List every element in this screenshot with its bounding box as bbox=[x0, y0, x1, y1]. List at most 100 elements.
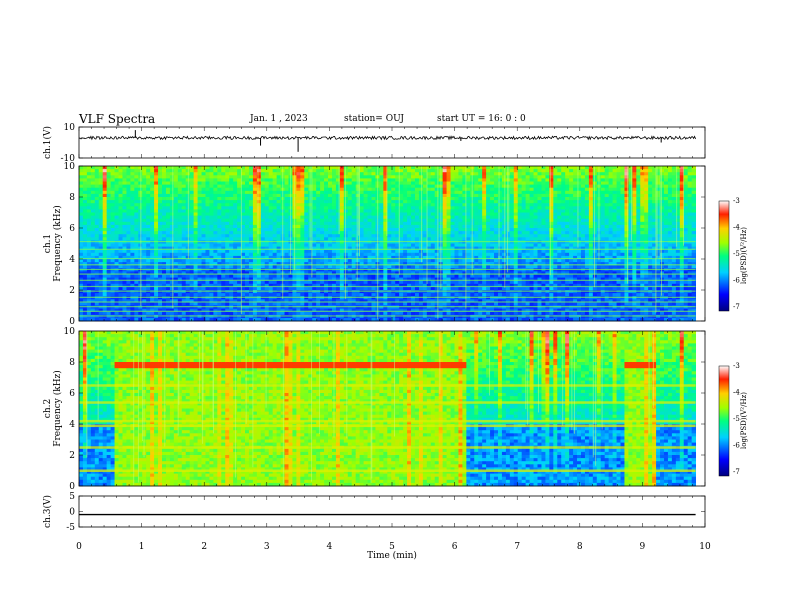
spectral-line bbox=[79, 384, 696, 387]
y-tick-label: 10 bbox=[64, 123, 76, 133]
impulse-streak bbox=[648, 331, 650, 435]
spectral-line bbox=[79, 401, 696, 404]
y-axis-label: ch.2 bbox=[43, 399, 53, 418]
colorbar-tick-label: -3 bbox=[733, 362, 740, 370]
start-time-label: start UT = 16: 0 : 0 bbox=[437, 114, 526, 124]
spectral-line bbox=[79, 273, 696, 275]
impulse-streak bbox=[594, 166, 596, 288]
spectral-line bbox=[79, 315, 696, 317]
colorbar-tick-label: -6 bbox=[733, 442, 740, 450]
impulse-streak bbox=[489, 331, 491, 396]
y-tick-label: 4 bbox=[69, 420, 75, 430]
y-tick-label: 10 bbox=[64, 327, 76, 337]
impulse-streak bbox=[601, 331, 603, 430]
impulse-streak bbox=[133, 331, 135, 486]
panel-frame bbox=[78, 495, 706, 528]
x-tick-label: 2 bbox=[201, 542, 207, 552]
y-tick-label: 0 bbox=[69, 482, 75, 492]
y-axis-label: Frequency (kHz) bbox=[52, 205, 63, 282]
impulse-streak bbox=[164, 331, 166, 447]
impulse-streak bbox=[398, 166, 400, 275]
spectral-line bbox=[79, 268, 696, 271]
colorbar-tick-label: -7 bbox=[733, 468, 740, 476]
impulse-streak bbox=[595, 331, 597, 466]
impulse-streak bbox=[137, 331, 139, 483]
colorbar-label: log(PSD)(V²/Hz) bbox=[740, 227, 748, 284]
impulse-streak bbox=[571, 331, 573, 431]
spectral-line bbox=[79, 240, 696, 243]
y-tick-label: 0 bbox=[69, 317, 75, 327]
x-tick-label: 3 bbox=[264, 542, 270, 552]
spectral-line bbox=[79, 310, 696, 312]
impulse-streak bbox=[577, 166, 579, 248]
colorbar-tick-label: -4 bbox=[733, 389, 740, 397]
impulse-streak bbox=[426, 166, 428, 284]
impulse-streak bbox=[507, 166, 509, 273]
impulse-streak bbox=[525, 331, 527, 410]
spectral-line bbox=[79, 258, 696, 260]
y-tick-label: 8 bbox=[69, 358, 75, 368]
impulse-streak bbox=[631, 166, 632, 241]
impulse-streak bbox=[394, 331, 395, 437]
spectral-line bbox=[79, 419, 696, 423]
impulse-streak bbox=[562, 331, 564, 426]
colorbar-label: log(PSD)(V²/Hz) bbox=[740, 392, 748, 449]
impulse-streak bbox=[213, 331, 214, 434]
colorbar bbox=[718, 200, 730, 312]
impulse-streak bbox=[143, 331, 145, 458]
impulse-streak bbox=[318, 331, 320, 435]
spectral-line bbox=[79, 296, 696, 298]
impulse-streak bbox=[235, 331, 237, 478]
impulse-streak bbox=[598, 166, 600, 261]
impulse-streak bbox=[655, 166, 657, 313]
spectral-line bbox=[79, 290, 696, 292]
impulse-streak bbox=[359, 166, 360, 257]
spectral-line bbox=[79, 424, 696, 428]
x-tick-label: 8 bbox=[577, 542, 583, 552]
impulse-streak bbox=[661, 166, 662, 296]
y-tick-label: 5 bbox=[69, 492, 75, 502]
impulse-streak bbox=[465, 166, 467, 309]
impulse-streak bbox=[504, 166, 506, 288]
y-tick-label: 6 bbox=[69, 389, 75, 399]
spectral-line bbox=[79, 306, 696, 308]
ch1-spectrogram bbox=[79, 166, 697, 322]
panel-frame bbox=[78, 126, 706, 159]
x-tick-label: 6 bbox=[452, 542, 458, 552]
impulse-streak bbox=[172, 166, 174, 309]
impulse-streak bbox=[508, 166, 510, 232]
impulse-streak bbox=[86, 331, 88, 413]
impulse-streak bbox=[346, 331, 348, 439]
impulse-streak bbox=[371, 331, 373, 479]
spectral-line bbox=[79, 248, 696, 250]
y-tick-label: 2 bbox=[69, 451, 75, 461]
x-tick-label: 0 bbox=[76, 542, 82, 552]
impulse-streak bbox=[187, 166, 189, 259]
y-tick-label: 2 bbox=[69, 286, 75, 296]
impulse-streak bbox=[294, 166, 296, 271]
colorbar bbox=[718, 365, 730, 477]
impulse-streak bbox=[240, 166, 242, 314]
colorbar-tick-label: -5 bbox=[733, 250, 740, 258]
impulse-streak bbox=[282, 331, 284, 484]
x-tick-label: 9 bbox=[640, 542, 646, 552]
impulse-streak bbox=[421, 166, 423, 263]
spectral-line bbox=[79, 264, 696, 266]
impulse-streak bbox=[282, 166, 284, 299]
impulse-streak bbox=[573, 331, 575, 434]
spectral-line bbox=[79, 469, 696, 472]
x-tick-label: 4 bbox=[327, 542, 333, 552]
impulse-streak bbox=[245, 331, 247, 424]
impulse-streak bbox=[549, 166, 551, 276]
impulse-streak bbox=[212, 331, 214, 419]
spectral-line bbox=[79, 301, 696, 303]
y-tick-label: 4 bbox=[69, 255, 75, 265]
impulse-streak bbox=[177, 331, 179, 436]
impulse-streak bbox=[178, 331, 180, 405]
y-axis-label: ch.1(V) bbox=[42, 126, 53, 159]
y-tick-label: 0 bbox=[69, 508, 75, 518]
impulse-streak bbox=[338, 166, 340, 235]
x-tick-label: 5 bbox=[389, 542, 395, 552]
impulse-streak bbox=[627, 166, 629, 284]
